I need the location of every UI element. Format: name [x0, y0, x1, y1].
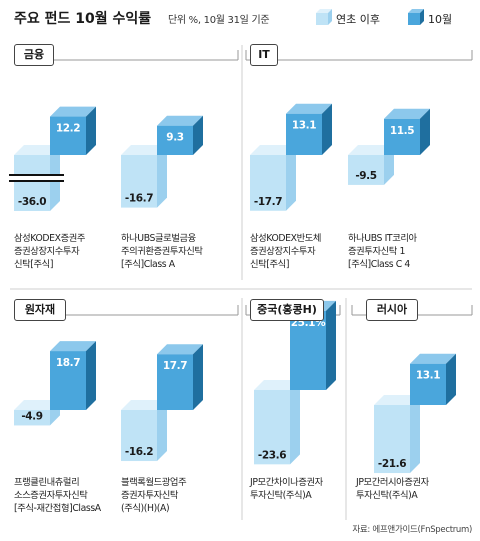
bar-ytd-0-0: -36.0	[9, 145, 64, 211]
bar-ytd-0-0-value-label: -36.0	[18, 196, 46, 208]
bar-ytd-3-0-side	[290, 380, 300, 465]
bar-october-0-0-front	[50, 116, 86, 155]
bar-ytd-3-0-value-label: -23.6	[258, 449, 286, 461]
panel-tag-it: IT	[250, 44, 278, 66]
bar-ytd-1-1-top	[348, 145, 394, 155]
bar-ytd-1-1-front	[348, 155, 384, 185]
bar-ytd-0-1-top	[121, 145, 167, 155]
bars-layer: -36.0 12.2 -16.7 9.3 -17.7 13.1 -9.5 11.5 -4.9 18…	[9, 103, 456, 474]
fund-label-samsung-securities: 삼성KODEX증권주 증권상장지수투자 신탁[주식]	[14, 233, 86, 270]
bar-october-0-1-side	[193, 115, 203, 155]
bar-october-1-1-front	[384, 118, 420, 155]
bar-ytd-2-1-top	[121, 400, 167, 410]
fund-label-jp-china: JP모간차이나증권자 투자신탁(주식)A	[250, 477, 323, 501]
bar-ytd-4-0-front	[374, 405, 410, 474]
bar-ytd-2-1-value-label: -16.2	[125, 446, 153, 458]
bar-october-2-0-front	[50, 351, 86, 410]
bar-october-2-1-value-label: 17.7	[163, 360, 187, 372]
bar-ytd-4-0-value-label: -21.6	[378, 458, 406, 470]
fund-label-jp-russia: JP모간러시아증권자 투자신탁(주식)A	[356, 477, 429, 501]
legend-label-ytd: 연초 이후	[336, 13, 380, 26]
bar-october-1-1-value-label: 11.5	[390, 125, 414, 137]
bar-ytd-3-0-top	[254, 380, 300, 390]
fund-label-franklin-natural-resources: 프랭클린내츄럴리 소스증권자투자신탁 [주식-재간접형]ClassA	[14, 477, 101, 514]
bar-october-4-0-side	[446, 353, 456, 405]
bar-october-0-1-front	[157, 125, 193, 155]
panel-tag-russia: 러시아	[366, 299, 418, 321]
bar-october-4-0-value-label: 13.1	[416, 370, 440, 382]
bar-october-2-1: 17.7	[157, 344, 203, 410]
legend-swatch-ytd	[316, 9, 332, 25]
panel-tag-finance: 금융	[14, 44, 54, 66]
bar-ytd-2-0-value-label: -4.9	[21, 410, 42, 422]
bar-ytd-0-1-value-label: -16.7	[125, 193, 153, 205]
bar-ytd-1-0-value-label: -17.7	[254, 196, 282, 208]
bar-october-1-0-side	[322, 103, 332, 155]
bar-october-0-0-top	[50, 106, 96, 117]
bar-ytd-1-0-top	[250, 145, 296, 155]
panel-tag-china: 중국(홍콩H)	[250, 299, 324, 321]
bar-october-2-1-front	[157, 354, 193, 410]
bar-ytd-0-0-axis-break-gap	[10, 175, 64, 181]
bar-ytd-1-1-value-label: -9.5	[355, 170, 376, 182]
bar-ytd-4-0-side	[410, 395, 420, 474]
bar-october-0-1-value-label: 9.3	[166, 132, 183, 144]
bar-october-2-0-value-label: 18.7	[56, 357, 80, 369]
bar-october-0-0: 12.2	[50, 106, 96, 155]
bar-ytd-4-0-top	[374, 395, 420, 405]
unit-note: 단위 %, 10월 31일 기준	[168, 15, 270, 26]
bar-ytd-2-0-front	[14, 410, 50, 426]
fund-label-hana-it-korea: 하나UBS IT코리아 증권투자신탁 1 [주식]Class C 4	[348, 233, 417, 270]
bar-ytd-2-0: -4.9	[14, 400, 60, 426]
bar-ytd-2-0-top	[14, 400, 60, 410]
bar-october-1-0-value-label: 13.1	[292, 120, 316, 132]
bar-ytd-1-0-front	[250, 155, 286, 211]
bar-ytd-1-0-side	[286, 145, 296, 211]
bar-october-2-0: 18.7	[50, 341, 96, 410]
bar-october-1-1-top	[384, 108, 430, 119]
bar-october-1-0-top	[286, 103, 332, 114]
bar-ytd-2-1: -16.2	[121, 400, 167, 462]
bar-october-2-1-top	[157, 344, 203, 355]
legend-label-october: 10월	[428, 13, 453, 26]
fund-label-hana-global-finance: 하나UBS글로벌금융 주의귀환증권투자신탁 [주식]Class A	[121, 233, 203, 270]
bar-october-0-0-side	[86, 106, 96, 155]
bar-october-0-0-value-label: 12.2	[56, 123, 80, 135]
bar-ytd-0-1: -16.7	[121, 145, 167, 208]
bar-ytd-3-0: -23.6	[254, 380, 300, 465]
bar-ytd-4-0: -21.6	[374, 395, 420, 474]
bar-october-0-1-top	[157, 115, 203, 126]
fund-label-samsung-semiconductor: 삼성KODEX반도체 증권상장지수투자 신탁[주식]	[250, 233, 322, 270]
bar-ytd-3-0-front	[254, 390, 290, 465]
bar-october-2-1-side	[193, 344, 203, 410]
bar-ytd-0-1-side	[157, 145, 167, 208]
bar-october-2-0-side	[86, 341, 96, 410]
bar-october-1-0-front	[286, 113, 322, 155]
bar-october-4-0: 13.1	[410, 353, 456, 405]
bar-october-2-0-top	[50, 341, 96, 352]
frame-top-right	[245, 50, 473, 61]
bar-ytd-2-1-side	[157, 400, 167, 462]
bar-ytd-2-1-front	[121, 410, 157, 462]
legend-swatch-october	[408, 9, 424, 25]
panel-tag-commodities: 원자재	[14, 299, 66, 321]
bar-ytd-0-0-front	[14, 155, 50, 211]
source-note: 자료: 에프앤가이드(FnSpectrum)	[352, 525, 472, 535]
bar-october-4-0-top	[410, 353, 456, 364]
page-title: 주요 펀드 10월 수익률	[14, 11, 152, 27]
bar-october-1-1-side	[420, 108, 430, 155]
bar-october-3-0-front	[290, 310, 326, 390]
bar-october-0-1: 9.3	[157, 115, 203, 155]
bar-ytd-1-0: -17.7	[250, 145, 296, 211]
bar-october-3-0-side	[326, 300, 336, 390]
bar-ytd-0-1-front	[121, 155, 157, 208]
bar-october-1-1: 11.5	[384, 108, 430, 155]
bar-october-1-0: 13.1	[286, 103, 332, 155]
bar-ytd-0-0-top	[14, 145, 60, 155]
bar-october-4-0-front	[410, 363, 446, 405]
fund-label-blackrock-world-mining: 블랙록월드광업주 증권자투자신탁 (주식)(H)(A)	[121, 477, 187, 514]
